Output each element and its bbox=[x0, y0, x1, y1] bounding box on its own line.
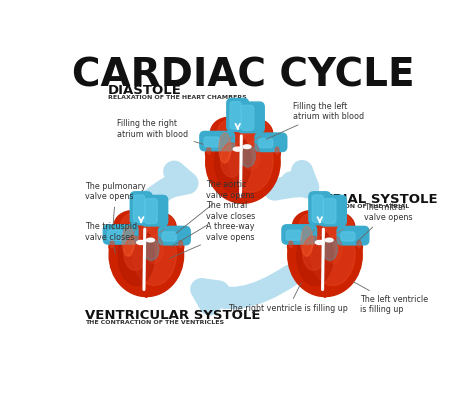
Text: THE CONTRACTION OF THE VENTRICLES: THE CONTRACTION OF THE VENTRICLES bbox=[85, 320, 224, 325]
Ellipse shape bbox=[319, 212, 355, 242]
FancyBboxPatch shape bbox=[282, 225, 317, 244]
FancyBboxPatch shape bbox=[162, 232, 176, 241]
Ellipse shape bbox=[141, 212, 176, 242]
FancyBboxPatch shape bbox=[103, 225, 138, 244]
Text: DIASTOLE: DIASTOLE bbox=[108, 84, 182, 97]
FancyBboxPatch shape bbox=[323, 199, 336, 224]
Ellipse shape bbox=[301, 226, 313, 256]
FancyBboxPatch shape bbox=[134, 195, 145, 222]
Text: RELAXATION OF THE HEART CHAMBERS: RELAXATION OF THE HEART CHAMBERS bbox=[108, 94, 246, 99]
Text: VENTRICULAR SYSTOLE: VENTRICULAR SYSTOLE bbox=[85, 309, 261, 322]
Text: The aortic
valve opens: The aortic valve opens bbox=[176, 181, 255, 234]
Ellipse shape bbox=[124, 236, 146, 270]
Ellipse shape bbox=[144, 238, 159, 260]
Polygon shape bbox=[221, 174, 265, 204]
Ellipse shape bbox=[242, 142, 260, 170]
Ellipse shape bbox=[237, 119, 273, 149]
Ellipse shape bbox=[206, 147, 212, 159]
Ellipse shape bbox=[233, 147, 242, 151]
Text: The pulmonary
valve opens: The pulmonary valve opens bbox=[85, 182, 146, 229]
FancyBboxPatch shape bbox=[237, 102, 264, 133]
Ellipse shape bbox=[122, 226, 134, 256]
Ellipse shape bbox=[275, 147, 279, 154]
Ellipse shape bbox=[219, 133, 231, 163]
Ellipse shape bbox=[109, 240, 115, 252]
Text: A three-way
valve opens: A three-way valve opens bbox=[170, 222, 255, 258]
Ellipse shape bbox=[240, 145, 255, 167]
Ellipse shape bbox=[146, 235, 164, 263]
Ellipse shape bbox=[288, 214, 362, 297]
FancyBboxPatch shape bbox=[341, 232, 355, 241]
Ellipse shape bbox=[120, 213, 150, 238]
Ellipse shape bbox=[289, 240, 293, 248]
Ellipse shape bbox=[315, 240, 324, 245]
Ellipse shape bbox=[137, 240, 146, 245]
FancyBboxPatch shape bbox=[227, 98, 248, 131]
FancyBboxPatch shape bbox=[130, 192, 152, 225]
Ellipse shape bbox=[274, 147, 280, 159]
Ellipse shape bbox=[325, 214, 353, 238]
FancyBboxPatch shape bbox=[286, 230, 301, 240]
Ellipse shape bbox=[303, 236, 325, 270]
Polygon shape bbox=[303, 268, 347, 298]
Ellipse shape bbox=[179, 240, 182, 248]
FancyBboxPatch shape bbox=[230, 102, 241, 129]
FancyBboxPatch shape bbox=[141, 195, 168, 226]
Text: The mitral
valve closes: The mitral valve closes bbox=[171, 201, 255, 247]
Text: The left ventricle
is filling up: The left ventricle is filling up bbox=[353, 282, 428, 314]
Text: The mitral
valve opens: The mitral valve opens bbox=[356, 203, 412, 243]
FancyBboxPatch shape bbox=[312, 195, 323, 222]
FancyBboxPatch shape bbox=[200, 131, 235, 151]
FancyBboxPatch shape bbox=[108, 230, 123, 240]
Ellipse shape bbox=[325, 238, 333, 242]
Ellipse shape bbox=[215, 132, 251, 192]
Ellipse shape bbox=[292, 211, 329, 242]
Ellipse shape bbox=[322, 238, 337, 260]
Text: REDUCTION OF THE ATRIAL: REDUCTION OF THE ATRIAL bbox=[314, 204, 409, 209]
Ellipse shape bbox=[177, 240, 184, 252]
Text: The tricuspid
valve closes: The tricuspid valve closes bbox=[85, 222, 137, 253]
Ellipse shape bbox=[229, 128, 273, 192]
Text: ATRIAL SYSTOLE: ATRIAL SYSTOLE bbox=[314, 194, 438, 206]
Ellipse shape bbox=[114, 211, 151, 242]
Text: Filling the left
atrium with blood: Filling the left atrium with blood bbox=[266, 102, 364, 139]
Ellipse shape bbox=[210, 117, 247, 149]
Ellipse shape bbox=[357, 240, 361, 248]
Ellipse shape bbox=[206, 121, 280, 203]
Ellipse shape bbox=[207, 147, 211, 154]
Ellipse shape bbox=[220, 143, 243, 177]
Ellipse shape bbox=[299, 213, 328, 238]
FancyBboxPatch shape bbox=[158, 227, 190, 245]
Ellipse shape bbox=[217, 120, 246, 144]
Polygon shape bbox=[124, 268, 168, 298]
FancyBboxPatch shape bbox=[255, 133, 287, 152]
Ellipse shape bbox=[110, 240, 114, 248]
Ellipse shape bbox=[356, 240, 363, 252]
Text: CARDIAC CYCLE: CARDIAC CYCLE bbox=[72, 56, 414, 94]
Ellipse shape bbox=[243, 145, 251, 148]
Ellipse shape bbox=[109, 214, 183, 297]
FancyBboxPatch shape bbox=[259, 138, 273, 148]
Ellipse shape bbox=[118, 225, 155, 285]
Ellipse shape bbox=[146, 238, 155, 242]
Ellipse shape bbox=[297, 225, 333, 285]
FancyBboxPatch shape bbox=[145, 199, 157, 224]
FancyBboxPatch shape bbox=[320, 195, 346, 226]
Text: The right ventricle is filling up: The right ventricle is filling up bbox=[228, 283, 348, 313]
Ellipse shape bbox=[311, 221, 355, 285]
FancyBboxPatch shape bbox=[309, 192, 331, 225]
Text: Filling the right
atrium with blood: Filling the right atrium with blood bbox=[118, 119, 203, 144]
FancyBboxPatch shape bbox=[204, 137, 219, 147]
Ellipse shape bbox=[146, 214, 174, 238]
Ellipse shape bbox=[288, 240, 294, 252]
Ellipse shape bbox=[324, 235, 342, 263]
Ellipse shape bbox=[132, 221, 176, 285]
FancyBboxPatch shape bbox=[337, 227, 369, 245]
Ellipse shape bbox=[243, 120, 271, 145]
FancyBboxPatch shape bbox=[241, 105, 254, 130]
